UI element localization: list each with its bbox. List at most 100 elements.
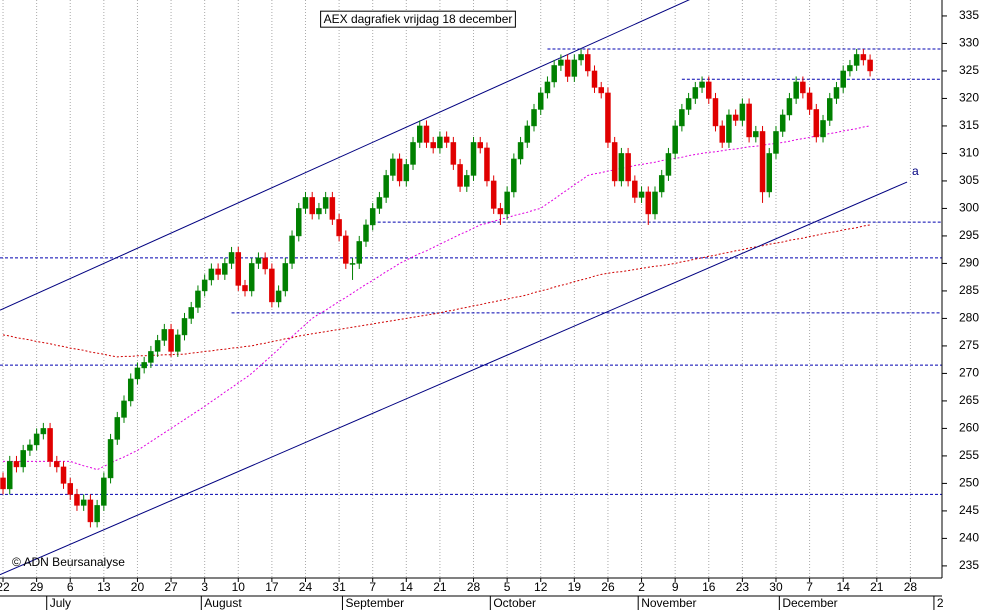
candle-body	[282, 263, 289, 292]
y-tick-label: 325	[959, 63, 979, 77]
candle-body	[47, 428, 53, 462]
y-tick-label: 240	[959, 531, 979, 545]
candle-body	[296, 208, 302, 237]
candle-body	[175, 334, 181, 352]
candle-body	[759, 131, 766, 193]
candle-body	[517, 142, 524, 160]
candle-body	[618, 153, 625, 182]
candle-body	[672, 125, 678, 154]
candle-body	[269, 268, 275, 303]
y-tick-label: 300	[959, 201, 979, 215]
candle-body	[766, 153, 773, 193]
candle-body	[349, 263, 356, 265]
candle-body	[464, 175, 470, 187]
candle-body	[195, 290, 201, 308]
moving-average	[3, 125, 871, 471]
candle-body	[820, 120, 826, 138]
candle-body	[107, 439, 114, 479]
candle-body	[27, 444, 33, 451]
candle-body	[719, 125, 725, 143]
x-tick-label: 19	[568, 580, 582, 594]
candle-body	[154, 340, 161, 352]
candle-body	[141, 362, 147, 369]
x-tick-label: 9	[672, 580, 679, 594]
candle-body	[605, 92, 611, 143]
candle-body	[665, 153, 672, 176]
candle-body	[322, 197, 329, 209]
trend-line	[0, 181, 908, 576]
x-tick-label: 28	[904, 580, 918, 594]
candle-body	[74, 494, 80, 506]
candle-body	[497, 208, 504, 215]
candle-body	[275, 290, 282, 303]
candle-body	[652, 191, 658, 215]
candle-body	[840, 70, 846, 88]
x-tick-label: 28	[467, 580, 481, 594]
candle-body	[685, 98, 692, 110]
candle-body	[511, 158, 517, 193]
candle-body	[54, 461, 60, 468]
y-tick-label: 265	[959, 393, 979, 407]
candle-body	[638, 191, 645, 198]
month-label: July	[50, 596, 71, 610]
y-tick-label: 320	[959, 91, 979, 105]
x-tick-label: 17	[265, 580, 279, 594]
month-label: October	[493, 596, 536, 610]
month-label: September	[345, 596, 404, 610]
y-tick-label: 310	[959, 146, 979, 160]
y-tick-label: 260	[959, 421, 979, 435]
candle-body	[403, 164, 410, 182]
candle-body	[188, 307, 194, 319]
candle-body	[114, 417, 121, 440]
candle-body	[396, 158, 403, 182]
candle-body	[134, 367, 141, 380]
candle-body	[746, 103, 752, 138]
candle-body	[611, 142, 618, 182]
candle-body	[847, 65, 853, 72]
candle-body	[416, 125, 423, 143]
candle-body	[477, 142, 483, 149]
candle-body	[692, 87, 699, 99]
candle-body	[222, 263, 228, 275]
candle-body	[679, 109, 685, 127]
candle-body	[739, 103, 746, 121]
month-label: 2	[937, 596, 944, 610]
candle-body	[201, 279, 208, 292]
candle-body	[632, 180, 638, 198]
candle-body	[0, 477, 6, 490]
candle-body	[753, 131, 759, 138]
month-label: November	[641, 596, 696, 610]
x-tick-label: 14	[837, 580, 851, 594]
x-tick-label: 16	[702, 580, 716, 594]
trend-line	[0, 0, 690, 311]
candle-body	[33, 433, 40, 446]
candle-body	[537, 92, 544, 110]
x-tick-label: 2	[638, 580, 645, 594]
y-tick-label: 250	[959, 476, 979, 490]
candle-body	[490, 180, 497, 209]
candle-body	[80, 499, 87, 506]
candle-body	[336, 219, 342, 237]
candle-body	[773, 131, 779, 154]
candle-body	[208, 268, 215, 281]
candle-body	[161, 329, 168, 341]
x-tick-label: 3	[201, 580, 208, 594]
candle-body	[860, 54, 867, 61]
candle-body	[443, 136, 450, 143]
candle-body	[800, 81, 806, 94]
candle-body	[343, 235, 349, 264]
x-tick-label: 23	[736, 580, 750, 594]
y-tick-label: 235	[959, 558, 979, 572]
candle-body	[148, 351, 154, 363]
x-tick-label: 12	[534, 580, 548, 594]
y-tick-label: 275	[959, 338, 979, 352]
candle-body	[410, 142, 416, 165]
candle-body	[67, 483, 73, 495]
candle-body	[215, 268, 221, 275]
month-label: August	[204, 596, 242, 610]
x-tick-label: 31	[332, 580, 346, 594]
x-tick-label: 22	[0, 580, 10, 594]
x-tick-label: 24	[299, 580, 313, 594]
candle-body	[40, 428, 47, 435]
